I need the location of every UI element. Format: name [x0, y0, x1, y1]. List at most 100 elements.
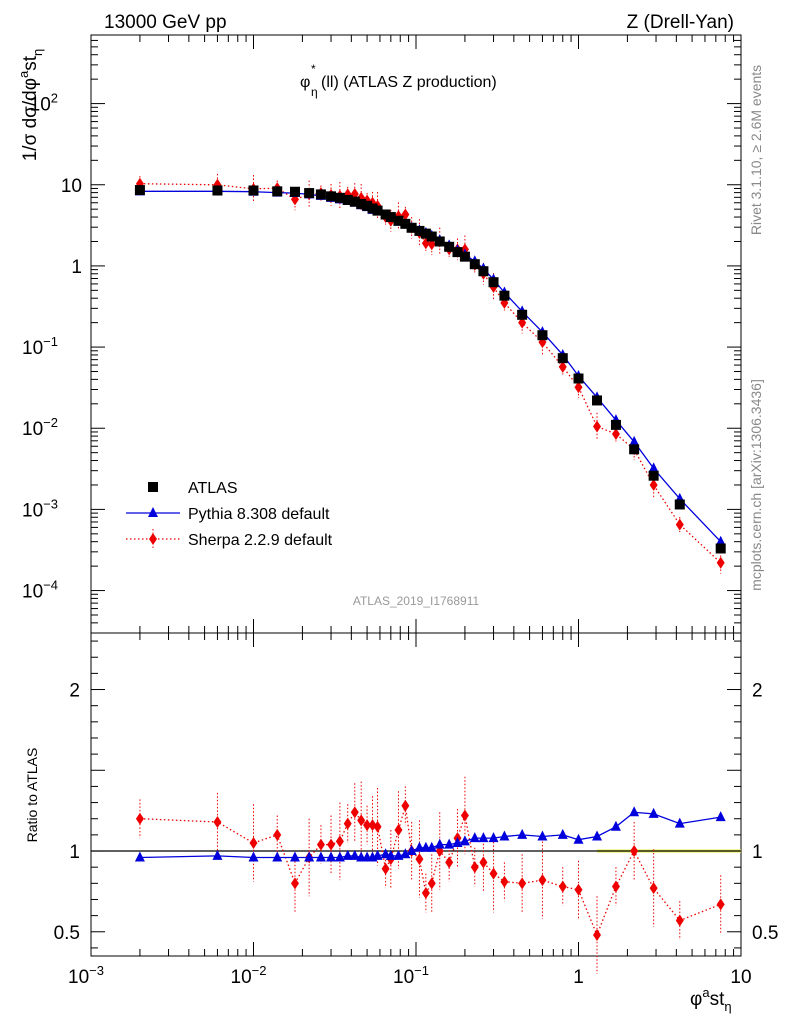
- main-point-square: [488, 277, 499, 288]
- ratio-point-diamond: [421, 887, 430, 900]
- main-point-square: [517, 309, 528, 320]
- y-tick-label: 10−4: [22, 578, 58, 603]
- ratio-point-diamond: [373, 820, 382, 833]
- ratio-point-diamond: [675, 914, 684, 927]
- ratio-point-triangle: [248, 851, 259, 862]
- ratio-point-diamond: [273, 828, 282, 841]
- legend-label: ATLAS: [188, 480, 238, 497]
- ratio-point-diamond: [427, 877, 436, 890]
- main-point-diamond: [716, 556, 725, 569]
- ratio-point-triangle: [610, 820, 621, 831]
- ratio-point-triangle: [629, 806, 640, 817]
- ratio-point-diamond: [316, 838, 325, 851]
- ratio-point-triangle: [478, 832, 489, 843]
- ratio-point-triangle: [342, 849, 353, 860]
- ratio-tick-label-left: 1: [69, 842, 80, 863]
- main-point-diamond: [593, 420, 602, 433]
- ratio-tick-label-left: 2: [69, 681, 80, 702]
- ratio-point-triangle: [426, 841, 437, 852]
- ratio-point-triangle: [315, 851, 326, 862]
- ratio-point-diamond: [649, 882, 658, 895]
- main-point-square: [469, 259, 480, 270]
- main-point-triangle: [629, 435, 640, 446]
- main-point-square: [385, 212, 396, 223]
- main-point-square: [289, 186, 300, 197]
- main-point-square: [537, 330, 548, 341]
- main-title-eta: η: [311, 85, 318, 99]
- marks-layer: [91, 173, 741, 974]
- main-point-square: [334, 192, 345, 203]
- main-point-square: [557, 353, 568, 364]
- main-point-square: [610, 419, 621, 430]
- ratio-point-triangle: [406, 845, 417, 856]
- main-point-square: [648, 470, 659, 481]
- main-point-square: [134, 185, 145, 196]
- legend-marker-diamond: [149, 533, 157, 545]
- ratio-point-triangle: [444, 838, 455, 849]
- main-point-square: [434, 236, 445, 247]
- ratio-point-triangle: [592, 830, 603, 841]
- ratio-ylabel: Ratio to ATLAS: [24, 748, 40, 843]
- x-tick-label: 10: [730, 967, 751, 988]
- ratio-point-diamond: [381, 862, 390, 875]
- ratio-point-triangle: [434, 838, 445, 849]
- main-point-square: [674, 499, 685, 510]
- svg-text:1/σ dσ/dφastη: 1/σ dσ/dφastη: [16, 49, 45, 162]
- x-tick-label: 10−1: [393, 963, 429, 988]
- main-title-rest: (ll) (ATLAS Z production): [321, 74, 497, 91]
- ratio-point-triangle: [134, 851, 145, 862]
- ratio-line-diamond: [139, 805, 721, 937]
- ratio-point-triangle: [304, 851, 315, 862]
- main-point-square: [478, 266, 489, 277]
- ratio-point-triangle: [414, 841, 425, 852]
- ratio-point-diamond: [249, 836, 258, 849]
- main-point-triangle: [648, 462, 659, 473]
- ratio-point-triangle: [573, 833, 584, 844]
- ratio-point-diamond: [574, 883, 583, 896]
- main-point-square: [367, 203, 378, 214]
- ratio-point-diamond: [489, 867, 498, 880]
- header-right: Z (Drell-Yan): [627, 12, 734, 33]
- ratio-point-diamond: [479, 856, 488, 869]
- y-tick-label: 10−2: [22, 415, 58, 440]
- main-point-square: [326, 191, 337, 202]
- main-ylabel: 1/σ dσ/dφastη: [16, 49, 45, 162]
- main-point-square: [414, 225, 425, 236]
- main-point-diamond: [649, 478, 658, 491]
- main-point-triangle: [715, 535, 726, 546]
- main-point-square: [715, 543, 726, 554]
- ratio-point-triangle: [517, 828, 528, 839]
- y-tick-label: 102: [30, 91, 58, 116]
- ratio-point-triangle: [537, 830, 548, 841]
- x-axis-label: φastη: [690, 985, 732, 1014]
- main-point-square: [356, 198, 367, 209]
- ratio-point-triangle: [469, 832, 480, 843]
- main-point-diamond: [558, 360, 567, 373]
- main-point-square: [362, 200, 373, 211]
- ratio-tick-label-right: 2: [752, 681, 763, 702]
- ratio-point-diamond: [611, 880, 620, 893]
- main-point-square: [499, 290, 510, 301]
- ratio-point-diamond: [460, 809, 469, 822]
- watermark: ATLAS_2019_I1768911: [353, 594, 480, 608]
- ratio-point-triangle: [557, 828, 568, 839]
- main-title-star: *: [311, 62, 316, 76]
- main-point-square: [629, 444, 640, 455]
- main-point-square: [426, 231, 437, 242]
- legend-marker-square: [148, 482, 158, 492]
- ratio-point-diamond: [630, 845, 639, 858]
- ratio-point-diamond: [213, 815, 222, 828]
- main-point-square: [372, 205, 383, 216]
- main-title: φ * η (ll) (ATLAS Z production): [300, 62, 497, 99]
- ratio-tick-label-right: 1: [752, 842, 763, 863]
- ratio-point-triangle: [459, 835, 470, 846]
- ratio-tick-label-left: 0.5: [54, 923, 80, 944]
- ratio-point-diamond: [394, 824, 403, 837]
- ratio-point-triangle: [212, 849, 223, 860]
- ratio-point-diamond: [343, 817, 352, 830]
- ratio-point-diamond: [350, 806, 359, 819]
- ratio-point-diamond: [470, 861, 479, 874]
- main-point-square: [349, 196, 360, 207]
- main-point-square: [459, 251, 470, 262]
